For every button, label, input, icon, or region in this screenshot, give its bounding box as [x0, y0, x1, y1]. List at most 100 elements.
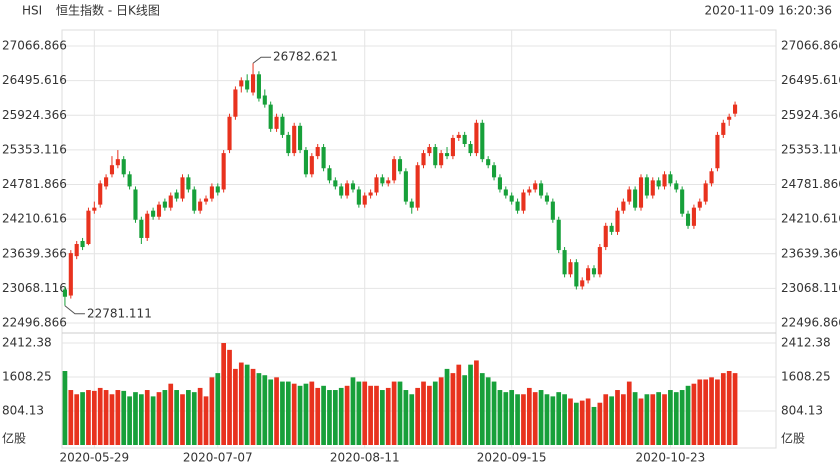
candle-body [250, 74, 256, 93]
volume-bar [327, 390, 332, 445]
candle-body [650, 180, 655, 196]
candle-body [633, 189, 638, 208]
volume-bar [656, 392, 661, 445]
y-tick-label-right: 26495.616 [781, 73, 840, 87]
volume-bar [297, 385, 303, 445]
candle-body [433, 147, 438, 166]
candle-body [480, 122, 485, 160]
plot-frame [61, 29, 777, 449]
volume-bar [350, 377, 356, 445]
candle-body [174, 192, 179, 199]
volume-tick-label: 1608.25 [2, 370, 52, 384]
x-tick-label: 2020-10-23 [636, 451, 706, 465]
candle-body [339, 186, 344, 196]
volume-bar [732, 373, 738, 445]
candle-body [274, 116, 279, 129]
candle-body [638, 177, 644, 208]
volume-bar [573, 402, 579, 445]
volume-bar [68, 390, 74, 445]
volume-bar [585, 398, 591, 445]
volume-bar [526, 387, 532, 445]
volume-bar [497, 390, 503, 445]
volume-bar [638, 398, 644, 445]
candle-body [615, 210, 620, 232]
chart-title: 恒生指数 - 日K线图 [56, 3, 160, 18]
volume-bar [385, 387, 391, 445]
volume-bar [162, 390, 168, 445]
candle-body [198, 201, 203, 211]
volume-bar [409, 394, 415, 445]
candle-body [74, 244, 79, 257]
volume-bar [274, 377, 279, 445]
volume-bar [432, 381, 438, 445]
symbol: HSI [22, 4, 42, 18]
x-tick-label: 2020-07-07 [183, 451, 253, 465]
volume-bar [180, 394, 185, 445]
volume-bar [91, 390, 97, 445]
y-tick-label: 27066.866 [2, 39, 67, 53]
volume-bar [368, 385, 373, 445]
volume-bar [186, 390, 191, 445]
candle-body [586, 268, 591, 281]
candle-body [539, 183, 544, 196]
candle-body [627, 189, 632, 202]
candle-body [104, 177, 109, 187]
candle-body [603, 225, 608, 248]
candle-body [227, 116, 232, 151]
candle-body [509, 195, 514, 202]
volume-bar [86, 390, 91, 445]
volume-bar [703, 379, 709, 445]
candle-body [62, 289, 67, 297]
volume-bar [485, 377, 491, 445]
volume-bar [668, 390, 673, 445]
candle-body [662, 174, 667, 187]
volume-bar [238, 362, 244, 445]
candle-body [444, 153, 450, 157]
volume-bar [309, 381, 315, 445]
leader-line [64, 305, 85, 315]
volume-bar [156, 392, 162, 445]
candle-body [450, 137, 455, 157]
y-tick-label-right: 25924.366 [781, 108, 840, 122]
volume-bar [550, 396, 556, 445]
candle-body [233, 89, 238, 117]
candle-body [268, 104, 273, 129]
candle-body [515, 201, 520, 211]
x-tick-label: 2020-08-11 [330, 451, 400, 465]
volume-bar [233, 368, 238, 445]
volume-bar [321, 385, 326, 445]
candle-body [86, 210, 91, 245]
volume-bar [250, 368, 256, 445]
candle-body [80, 240, 85, 248]
y-tick-label-right: 24781.866 [781, 177, 840, 191]
candle-body [709, 171, 714, 184]
volume-bar [421, 381, 426, 445]
volume-bar [715, 379, 720, 445]
volume-bar [109, 394, 115, 445]
candle-body [656, 180, 661, 187]
candle-body [221, 153, 226, 190]
candle-body [327, 168, 332, 181]
volume-bar [697, 379, 703, 445]
volume-bar [80, 392, 85, 445]
volume-bar [133, 392, 138, 445]
candle-body [697, 201, 702, 208]
volume-tick-label-right: 2412.38 [781, 336, 831, 350]
volume-tick-label-right: 1608.25 [781, 370, 831, 384]
volume-bar [144, 390, 150, 445]
volume-bar [191, 392, 197, 445]
volume-bar [356, 381, 362, 445]
volume-bar [597, 402, 603, 445]
volume-bar [556, 392, 562, 445]
volume-bar [709, 377, 714, 445]
candle-body [491, 165, 497, 178]
candle-body [209, 186, 214, 199]
volume-bar [474, 360, 479, 445]
candle-body [392, 159, 397, 181]
volume-bar [209, 377, 215, 445]
candle-body [162, 201, 167, 208]
volume-bar [397, 381, 403, 445]
volume-bar [450, 373, 456, 445]
candle-body [591, 268, 597, 275]
